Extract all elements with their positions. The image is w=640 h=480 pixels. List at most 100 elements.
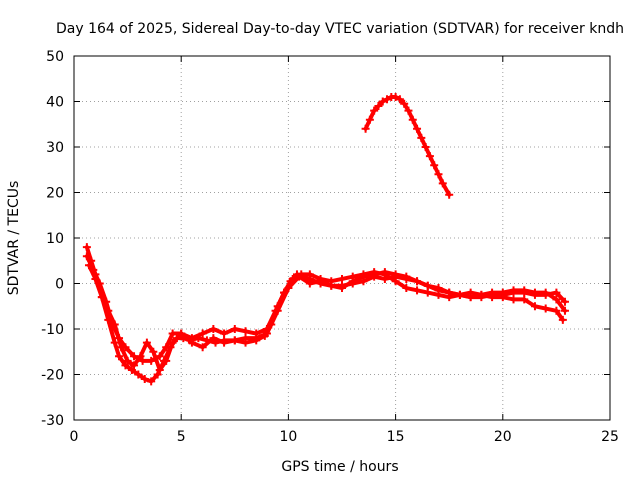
- data-point: [168, 329, 177, 338]
- data-point: [121, 361, 130, 370]
- data-point: [110, 338, 119, 347]
- data-point: [530, 290, 539, 299]
- data-point: [408, 115, 417, 124]
- data-point: [140, 375, 149, 384]
- data-point: [417, 133, 426, 142]
- y-tick-label: 10: [46, 231, 64, 247]
- series-track-b: [82, 252, 569, 365]
- data-point: [252, 334, 261, 343]
- data-point: [295, 272, 304, 281]
- data-point: [97, 293, 106, 302]
- data-point: [162, 343, 171, 352]
- data-point: [284, 284, 293, 293]
- data-point: [520, 288, 529, 297]
- data-point: [82, 243, 91, 252]
- data-point: [445, 288, 454, 297]
- data-point: [520, 295, 529, 304]
- data-point: [370, 270, 379, 279]
- series-line: [363, 94, 452, 197]
- data-point: [552, 288, 561, 297]
- data-point: [149, 347, 158, 356]
- data-point: [153, 370, 162, 379]
- data-point: [155, 352, 164, 361]
- data-point: [413, 286, 422, 295]
- data-point: [552, 295, 561, 304]
- data-point: [361, 124, 370, 133]
- data-point: [117, 343, 126, 352]
- data-point: [138, 356, 147, 365]
- data-point: [438, 179, 447, 188]
- data-point: [147, 356, 156, 365]
- data-point: [338, 284, 346, 293]
- y-axis-label: SDTVAR / TECUs: [6, 181, 22, 296]
- data-point: [455, 290, 464, 299]
- data-point: [273, 306, 282, 315]
- x-tick-label: 20: [494, 429, 512, 445]
- axis-ticks: 0 5 10 15 20 25 -30 -20 -10 0 10 20 30 40 50: [41, 49, 619, 445]
- data-point: [262, 329, 271, 338]
- data-point: [142, 338, 151, 347]
- series-line: [84, 254, 567, 363]
- data-point: [434, 170, 443, 179]
- y-tick-label: -20: [41, 368, 64, 384]
- data-point: [391, 277, 400, 286]
- data-point: [558, 315, 567, 324]
- data-point: [241, 327, 250, 336]
- data-point: [498, 290, 507, 299]
- chart-title: Day 164 of 2025, Sidereal Day-to-day VTE…: [56, 21, 624, 37]
- data-point: [413, 277, 422, 286]
- data-point: [187, 338, 196, 347]
- series-track-c: [85, 261, 569, 374]
- data-point: [130, 361, 139, 370]
- data-point: [241, 334, 250, 343]
- data-point: [359, 272, 368, 281]
- data-point: [541, 290, 550, 299]
- x-tick-label: 0: [70, 429, 79, 445]
- data-point: [209, 334, 218, 343]
- data-point: [209, 325, 218, 333]
- data-point: [168, 338, 177, 347]
- x-tick-label: 10: [279, 429, 297, 445]
- y-tick-label: 40: [46, 95, 64, 111]
- data-point: [378, 97, 387, 106]
- data-point: [413, 124, 422, 133]
- y-tick-label: 0: [55, 277, 64, 293]
- data-point: [198, 329, 207, 338]
- data-point: [370, 106, 379, 115]
- data-point: [402, 284, 411, 293]
- data-point: [91, 274, 100, 283]
- y-tick-label: 50: [46, 49, 64, 65]
- data-point: [305, 279, 314, 288]
- y-tick-label: 20: [46, 186, 64, 202]
- data-point: [115, 352, 124, 361]
- y-tick-label: -10: [41, 322, 64, 338]
- data-point: [423, 281, 432, 290]
- x-tick-label: 5: [177, 429, 186, 445]
- x-axis-label: GPS time / hours: [281, 459, 398, 475]
- data-point: [423, 288, 432, 297]
- data-point: [327, 281, 336, 290]
- data-point: [230, 336, 239, 345]
- data-point: [374, 102, 383, 111]
- data-point: [348, 277, 357, 286]
- data-point: [488, 290, 497, 299]
- data-point: [404, 106, 413, 115]
- series-track-a: [82, 243, 567, 386]
- data-points: [82, 92, 569, 386]
- data-point: [552, 306, 561, 315]
- data-point: [338, 274, 346, 283]
- data-point: [395, 95, 404, 104]
- data-point: [391, 270, 400, 279]
- data-point: [82, 252, 91, 261]
- data-point: [162, 356, 171, 365]
- data-point: [136, 352, 145, 361]
- x-tick-label: 25: [601, 429, 619, 445]
- data-point: [477, 293, 486, 302]
- data-point: [380, 268, 389, 277]
- y-tick-label: 30: [46, 140, 64, 156]
- data-point: [127, 365, 136, 374]
- data-point: [155, 365, 164, 374]
- data-point: [530, 302, 539, 311]
- data-point: [220, 338, 229, 347]
